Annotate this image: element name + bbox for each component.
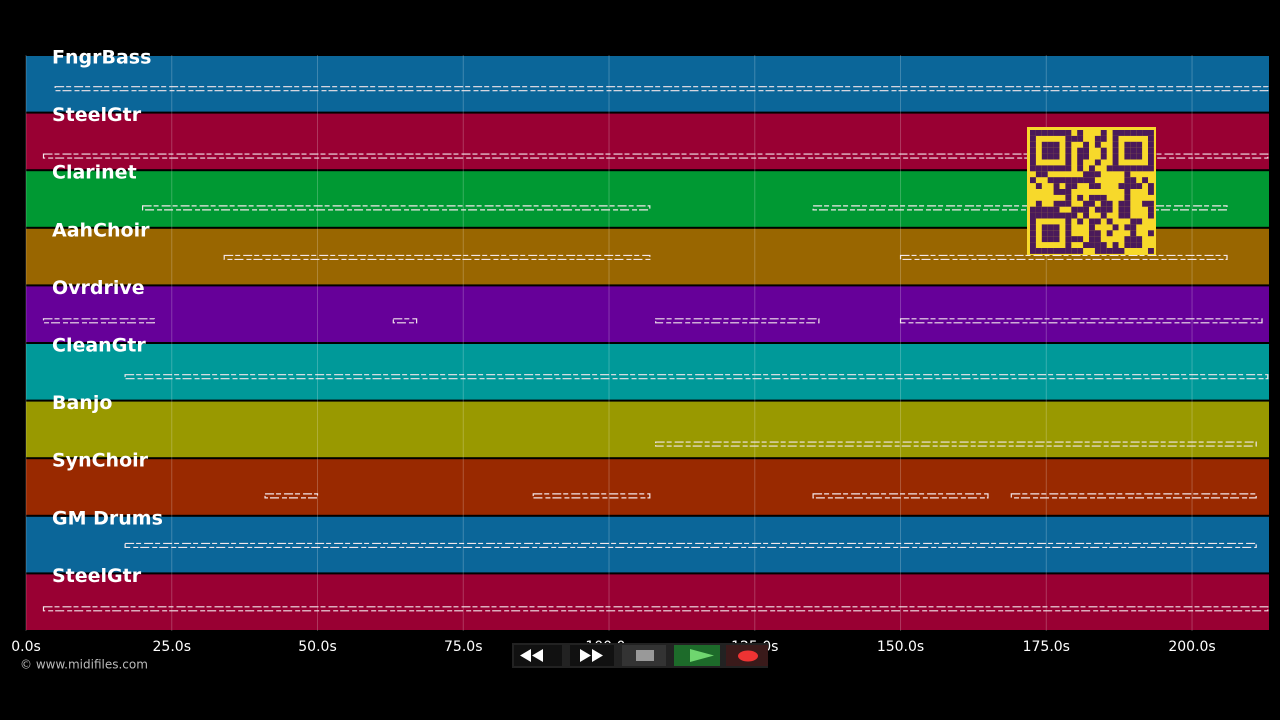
track-name: FngrBass — [52, 47, 151, 69]
track-name: Clarinet — [52, 162, 137, 184]
transport-controls — [512, 643, 768, 668]
note-span — [42, 606, 1269, 612]
note-span — [124, 374, 1269, 380]
track-band — [26, 401, 1269, 458]
track-band — [26, 344, 1269, 400]
qr-code — [1027, 127, 1156, 255]
note-span — [392, 318, 418, 324]
track-name: SynChoir — [52, 450, 149, 472]
tick-label: 25.0s — [153, 639, 191, 655]
track-name: Ovrdrive — [52, 277, 145, 299]
note-span — [899, 318, 1263, 324]
tick-label: 75.0s — [444, 639, 482, 655]
note-span — [899, 254, 1228, 261]
track-name: Banjo — [52, 392, 112, 414]
track-name: CleanGtr — [52, 335, 146, 357]
record-button[interactable] — [726, 645, 768, 666]
tick-label: 0.0s — [11, 639, 41, 655]
track-name: GM Drums — [52, 507, 163, 529]
note-span — [812, 493, 989, 499]
note-span — [142, 205, 651, 211]
note-span — [264, 493, 319, 499]
tick-label: 175.0s — [1023, 639, 1070, 655]
track-band — [26, 286, 1269, 342]
note-span — [1010, 493, 1257, 499]
track-name: SteelGtr — [52, 565, 142, 587]
play-button[interactable] — [674, 645, 720, 666]
note-span — [42, 153, 1269, 159]
tick-label: 150.0s — [877, 639, 924, 655]
note-span — [223, 254, 651, 261]
rewind-button[interactable] — [514, 645, 562, 666]
forward-button[interactable] — [570, 645, 614, 666]
note-span — [655, 318, 820, 324]
track-name: SteelGtr — [52, 104, 142, 126]
track-band — [26, 574, 1269, 630]
copyright: © www.midifiles.com — [20, 658, 148, 672]
note-span — [655, 441, 1257, 447]
track-band — [26, 459, 1269, 515]
tick-label: 200.0s — [1168, 639, 1215, 655]
stop-button[interactable] — [622, 645, 666, 666]
tick-label: 50.0s — [298, 639, 336, 655]
track-band — [26, 56, 1269, 112]
note-span — [532, 493, 651, 499]
track-name: AahChoir — [52, 219, 150, 241]
track-band — [26, 516, 1269, 573]
note-span — [124, 542, 1257, 549]
